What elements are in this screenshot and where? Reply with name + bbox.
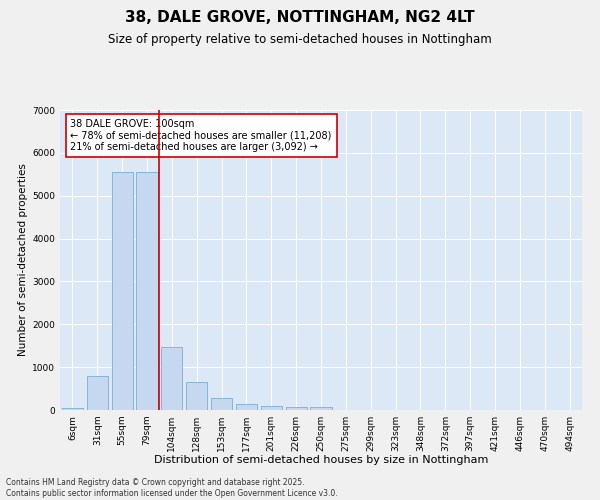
Bar bbox=[87, 376, 108, 410]
Bar bbox=[211, 398, 232, 410]
Bar bbox=[236, 404, 257, 410]
Bar bbox=[261, 406, 282, 410]
Bar bbox=[112, 172, 133, 410]
Bar bbox=[62, 408, 83, 410]
Bar bbox=[186, 382, 207, 410]
Text: 38, DALE GROVE, NOTTINGHAM, NG2 4LT: 38, DALE GROVE, NOTTINGHAM, NG2 4LT bbox=[125, 10, 475, 25]
Y-axis label: Number of semi-detached properties: Number of semi-detached properties bbox=[18, 164, 28, 356]
Bar bbox=[286, 406, 307, 410]
X-axis label: Distribution of semi-detached houses by size in Nottingham: Distribution of semi-detached houses by … bbox=[154, 456, 488, 466]
Bar bbox=[161, 346, 182, 410]
Text: Size of property relative to semi-detached houses in Nottingham: Size of property relative to semi-detach… bbox=[108, 32, 492, 46]
Text: Contains HM Land Registry data © Crown copyright and database right 2025.
Contai: Contains HM Land Registry data © Crown c… bbox=[6, 478, 338, 498]
Bar bbox=[310, 406, 332, 410]
Bar bbox=[136, 172, 158, 410]
Text: 38 DALE GROVE: 100sqm
← 78% of semi-detached houses are smaller (11,208)
21% of : 38 DALE GROVE: 100sqm ← 78% of semi-deta… bbox=[70, 119, 332, 152]
